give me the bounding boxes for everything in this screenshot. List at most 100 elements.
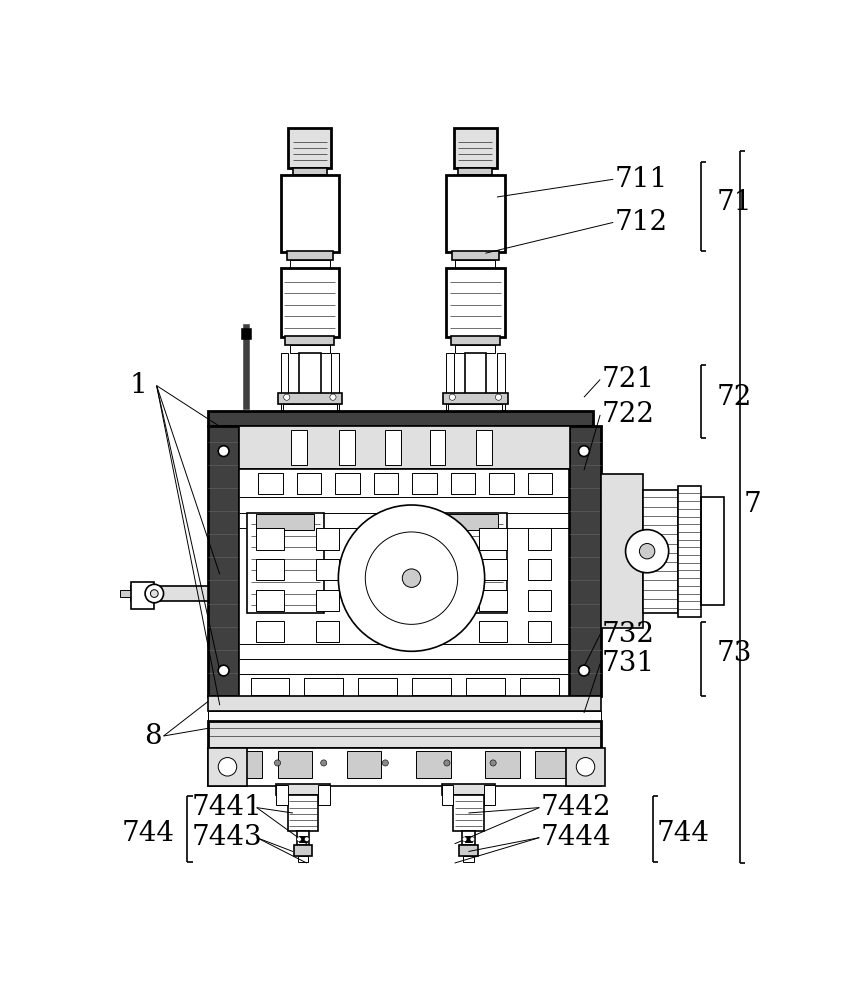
Bar: [281, 175, 339, 252]
Bar: [293, 845, 312, 856]
Bar: [359, 678, 397, 695]
Bar: [479, 620, 507, 642]
Bar: [485, 751, 520, 778]
Bar: [479, 528, 507, 550]
Bar: [446, 353, 454, 410]
Text: 71: 71: [717, 189, 752, 216]
Bar: [644, 490, 678, 613]
Text: 731: 731: [602, 650, 655, 677]
Bar: [497, 353, 505, 410]
Text: 744: 744: [656, 820, 710, 847]
Circle shape: [577, 758, 594, 776]
Circle shape: [495, 394, 501, 400]
Bar: [462, 831, 475, 845]
Circle shape: [338, 505, 485, 651]
Bar: [304, 678, 343, 695]
Bar: [527, 620, 551, 642]
Bar: [299, 353, 321, 395]
Circle shape: [382, 760, 388, 766]
Bar: [535, 751, 570, 778]
Circle shape: [449, 394, 455, 400]
Bar: [247, 513, 324, 613]
Text: 72: 72: [717, 384, 752, 411]
Bar: [287, 251, 333, 260]
Bar: [297, 473, 321, 494]
Bar: [259, 473, 283, 494]
Bar: [293, 168, 326, 175]
Text: 7: 7: [744, 491, 762, 518]
Text: 1: 1: [130, 372, 148, 399]
Bar: [459, 168, 493, 175]
Circle shape: [297, 837, 301, 841]
Text: 7441: 7441: [192, 794, 262, 821]
Bar: [318, 785, 330, 805]
Bar: [568, 426, 601, 696]
Bar: [316, 559, 339, 580]
Text: 732: 732: [602, 621, 655, 648]
Bar: [454, 128, 497, 168]
Circle shape: [218, 446, 229, 456]
Bar: [281, 353, 288, 410]
Bar: [479, 559, 507, 580]
Bar: [131, 582, 154, 609]
Bar: [455, 345, 495, 353]
Bar: [477, 430, 492, 465]
Text: 722: 722: [602, 401, 655, 428]
Bar: [239, 426, 570, 469]
Bar: [430, 430, 445, 465]
Text: 721: 721: [602, 366, 655, 393]
Bar: [451, 473, 476, 494]
Bar: [449, 404, 502, 413]
Text: 73: 73: [717, 640, 752, 667]
Bar: [527, 559, 551, 580]
Bar: [465, 836, 472, 842]
Bar: [283, 404, 337, 413]
Bar: [256, 528, 284, 550]
Bar: [527, 590, 551, 611]
Bar: [292, 430, 307, 465]
Bar: [332, 353, 339, 410]
Text: 744: 744: [122, 820, 175, 847]
Bar: [120, 590, 135, 597]
Bar: [430, 513, 507, 613]
Circle shape: [145, 584, 164, 603]
Bar: [256, 559, 284, 580]
Text: 711: 711: [615, 166, 668, 193]
Bar: [209, 426, 239, 696]
Bar: [256, 514, 315, 530]
Circle shape: [365, 532, 458, 624]
Bar: [290, 345, 330, 353]
Text: 7442: 7442: [541, 794, 611, 821]
Circle shape: [218, 758, 237, 776]
Bar: [527, 528, 551, 550]
Bar: [335, 473, 360, 494]
Bar: [701, 497, 724, 605]
Bar: [439, 514, 498, 530]
Circle shape: [444, 760, 450, 766]
Bar: [451, 336, 500, 345]
Circle shape: [284, 394, 290, 400]
Bar: [316, 620, 339, 642]
Circle shape: [462, 837, 467, 841]
Bar: [443, 393, 508, 404]
Bar: [277, 393, 343, 404]
Bar: [316, 528, 339, 550]
Bar: [678, 486, 701, 617]
Bar: [209, 748, 247, 786]
Bar: [209, 696, 601, 711]
Bar: [455, 260, 495, 268]
Bar: [288, 128, 332, 168]
Circle shape: [639, 544, 655, 559]
Bar: [256, 620, 284, 642]
Circle shape: [304, 837, 309, 841]
Bar: [241, 328, 251, 339]
Bar: [374, 473, 399, 494]
Bar: [453, 795, 484, 831]
Bar: [463, 856, 474, 862]
Bar: [347, 751, 382, 778]
Bar: [484, 785, 495, 805]
Bar: [566, 748, 605, 786]
Circle shape: [275, 760, 281, 766]
Bar: [277, 751, 312, 778]
Bar: [216, 426, 585, 438]
